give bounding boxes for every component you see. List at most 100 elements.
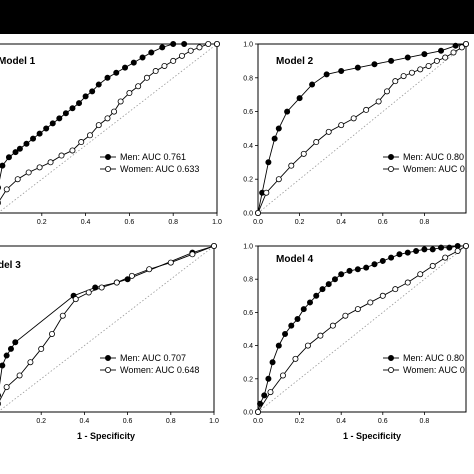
data-point-women	[354, 306, 361, 313]
series-line-women	[0, 43, 217, 201]
data-point-men	[82, 93, 89, 100]
data-point-men	[36, 130, 43, 137]
data-point-men	[429, 246, 436, 253]
data-point-men	[363, 264, 370, 271]
data-point-men	[379, 257, 386, 264]
y-tick-label: 0.8	[243, 277, 253, 284]
y-tick-label: 0.4	[243, 143, 253, 150]
data-point-men	[12, 149, 19, 156]
data-point-women	[400, 73, 407, 80]
plot-frame	[0, 43, 218, 214]
y-tick-label: 0.6	[243, 109, 253, 116]
x-tick-label: 0.2	[295, 418, 305, 425]
data-point-men	[265, 375, 272, 382]
data-point-men	[371, 261, 378, 268]
x-tick-label: 0.2	[295, 219, 305, 226]
legend-label: Men: AUC 0.707	[120, 353, 186, 363]
data-point-women	[304, 342, 311, 349]
data-point-women	[49, 330, 56, 337]
data-point-men	[30, 135, 37, 142]
data-point-men	[113, 69, 120, 76]
data-point-women	[16, 372, 23, 379]
data-point-men	[43, 125, 50, 132]
x-tick-label: 0.2	[37, 219, 47, 226]
legend-label: Women: AUC 0.	[403, 164, 467, 174]
data-point-men	[421, 51, 428, 58]
data-point-women	[111, 108, 118, 115]
data-point-men	[0, 162, 6, 169]
panel-title: Model 1	[0, 56, 36, 67]
data-point-women	[143, 74, 150, 81]
data-point-women	[36, 164, 43, 171]
data-point-women	[38, 345, 45, 352]
legend-marker	[387, 165, 394, 172]
data-point-men	[388, 57, 395, 64]
data-point-women	[254, 408, 261, 415]
data-point-men	[354, 64, 361, 71]
data-point-women	[450, 49, 457, 56]
data-point-men	[354, 266, 361, 273]
data-point-men	[275, 125, 282, 132]
data-point-women	[146, 266, 153, 273]
data-point-women	[170, 57, 177, 64]
panel-title: Model 2	[276, 56, 314, 67]
data-point-women	[196, 44, 203, 51]
data-point-men	[319, 286, 326, 293]
data-point-men	[306, 299, 313, 306]
data-point-men	[454, 242, 461, 249]
data-point-women	[279, 372, 286, 379]
data-point-women	[25, 169, 32, 176]
data-point-women	[113, 279, 120, 286]
data-point-women	[338, 122, 345, 129]
data-point-women	[69, 147, 76, 154]
y-tick-label: 0.6	[243, 310, 253, 317]
data-point-men	[76, 100, 83, 107]
data-point-women	[213, 41, 220, 48]
data-point-women	[342, 312, 349, 319]
data-point-women	[325, 128, 332, 135]
data-point-women	[379, 292, 386, 299]
x-tick-label: 0.4	[81, 219, 91, 226]
data-point-men	[338, 271, 345, 278]
x-axis-label: 1 - Specificity	[343, 431, 401, 441]
data-point-women	[454, 247, 461, 254]
data-point-women	[458, 44, 465, 51]
data-point-men	[413, 247, 420, 254]
data-point-women	[417, 66, 424, 73]
data-point-men	[288, 322, 295, 329]
data-point-men	[181, 41, 188, 48]
panel-title: del 3	[0, 260, 21, 271]
data-point-women	[104, 115, 111, 122]
data-point-men	[148, 49, 155, 56]
data-point-women	[363, 106, 370, 113]
data-point-men	[309, 81, 316, 88]
data-point-men	[371, 61, 378, 68]
data-point-women	[128, 272, 135, 279]
data-point-men	[271, 135, 278, 142]
data-point-men	[323, 71, 330, 78]
x-tick-label: 0.6	[123, 418, 133, 425]
data-point-women	[3, 186, 10, 193]
data-point-men	[104, 74, 111, 81]
data-point-women	[408, 69, 415, 76]
y-tick-label: 0.8	[243, 75, 253, 82]
data-point-men	[300, 306, 307, 313]
legend-marker	[105, 366, 112, 373]
data-point-women	[210, 242, 217, 249]
data-point-women	[152, 68, 159, 75]
data-point-women	[117, 98, 124, 105]
data-point-women	[300, 150, 307, 157]
data-point-women	[85, 289, 92, 296]
data-point-men	[404, 54, 411, 61]
data-point-men	[313, 292, 320, 299]
data-point-women	[317, 332, 324, 339]
data-point-women	[167, 259, 174, 266]
data-point-men	[16, 145, 23, 152]
data-point-men	[404, 249, 411, 256]
data-point-women	[392, 286, 399, 293]
data-point-women	[178, 52, 185, 59]
data-point-men	[0, 185, 1, 190]
legend-label: Women: AUC 0.633	[120, 164, 199, 174]
data-point-men	[5, 154, 12, 161]
data-point-women	[126, 90, 133, 97]
